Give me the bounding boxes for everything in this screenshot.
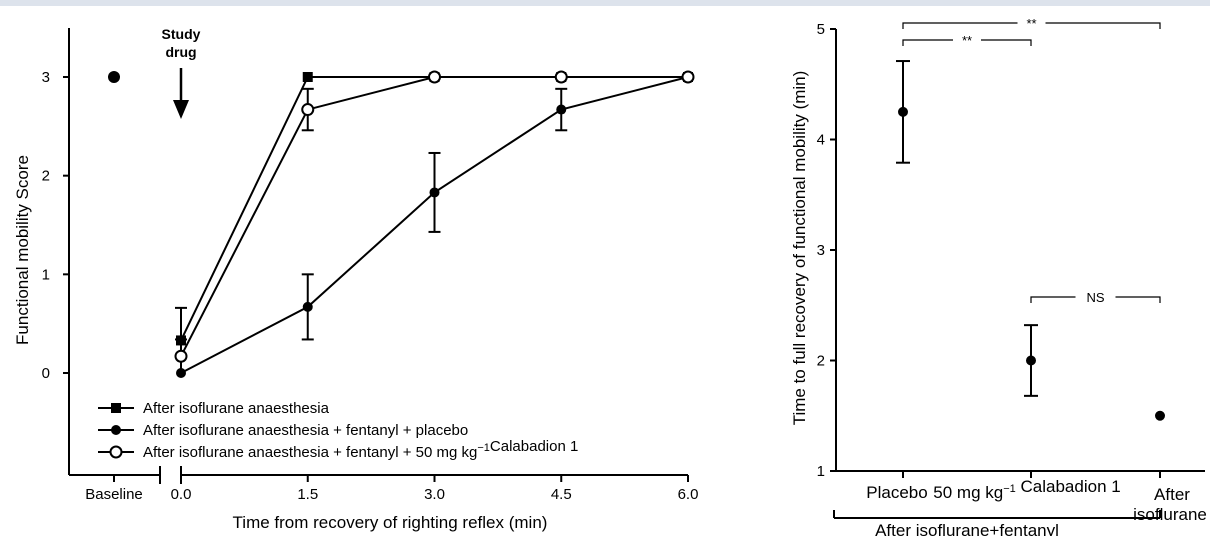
data-point-square	[176, 335, 186, 346]
data-point-filled-circle	[176, 368, 186, 378]
y-tick-label: 3	[817, 242, 825, 259]
legend-entry: After isoflurane anaesthesia + fentanyl …	[143, 422, 468, 439]
category-label: Placebo	[866, 483, 927, 502]
significance-label: **	[962, 33, 972, 48]
category-label: isoflurane	[1133, 505, 1207, 524]
y-tick-label: 4	[817, 132, 825, 149]
y-tick-label: 3	[42, 69, 50, 86]
significance-bracket	[1045, 22, 1161, 29]
data-point-open-circle	[174, 349, 188, 363]
x-tick-label: 0.0	[171, 486, 192, 503]
data-point-open-circle	[301, 103, 315, 117]
x-axis-label: Time from recovery of righting reflex (m…	[233, 513, 548, 532]
y-axis-label: Functional mobility Score	[13, 155, 32, 345]
data-point	[898, 106, 908, 117]
legend-marker-square	[111, 403, 121, 413]
category-label: After	[1154, 485, 1190, 504]
study-drug-label: Study	[162, 26, 201, 42]
y-tick-label: 2	[817, 353, 825, 370]
top-border	[0, 0, 1210, 6]
legend-marker-filled-circle	[111, 425, 121, 435]
data-point-open-circle	[428, 70, 441, 84]
x-tick-label: 6.0	[678, 486, 699, 503]
baseline-tick-label: Baseline	[85, 486, 143, 503]
x-tick-label: 1.5	[297, 486, 318, 503]
study-drug-arrow-head	[173, 100, 189, 119]
category-label: 50 mg kg−1 Calabadion 1	[933, 477, 1120, 502]
y-tick-label: 2	[42, 168, 50, 185]
y-tick-label: 1	[42, 266, 50, 283]
significance-label: NS	[1086, 290, 1104, 305]
significance-bracket	[902, 39, 953, 46]
data-point-filled-circle	[429, 187, 440, 198]
y-tick-label: 0	[42, 365, 50, 382]
mobility-score-chart: 0 1 2 3 0.0 1.5 3.0 4.5 6.0 Baseline Time from rec…	[13, 26, 698, 532]
legend-entry: After isoflurane anaesthesia	[143, 400, 330, 417]
data-point	[1026, 355, 1036, 366]
data-point-open-circle	[554, 70, 568, 84]
data-point-square	[302, 72, 313, 82]
data-point-filled-circle	[302, 301, 313, 312]
significance-bracket	[902, 22, 1018, 29]
data-point-filled-circle	[556, 104, 567, 115]
y-tick-label: 5	[817, 21, 825, 38]
x-tick-label: 3.0	[424, 486, 445, 503]
y-tick-label: 1	[817, 463, 825, 480]
x-tick-label: 4.5	[551, 486, 572, 503]
y-axis-label: Time to full recovery of functional mobi…	[790, 71, 809, 426]
data-point-open-circle	[681, 70, 695, 84]
significance-bracket	[1115, 296, 1161, 303]
significance-label: **	[1026, 16, 1036, 31]
significance-bracket	[1030, 296, 1076, 303]
significance-bracket	[981, 39, 1032, 46]
group-label: After isoflurane+fentanyl	[875, 521, 1059, 536]
study-drug-label: drug	[165, 44, 196, 60]
legend-marker-open-circle	[109, 445, 123, 459]
baseline-point	[108, 71, 120, 83]
legend-entry: After isoflurane anaesthesia + fentanyl …	[143, 438, 578, 461]
data-point	[1155, 410, 1165, 421]
recovery-time-chart: 1 2 3 4 5 Time to full recovery of functional…	[790, 16, 1207, 536]
